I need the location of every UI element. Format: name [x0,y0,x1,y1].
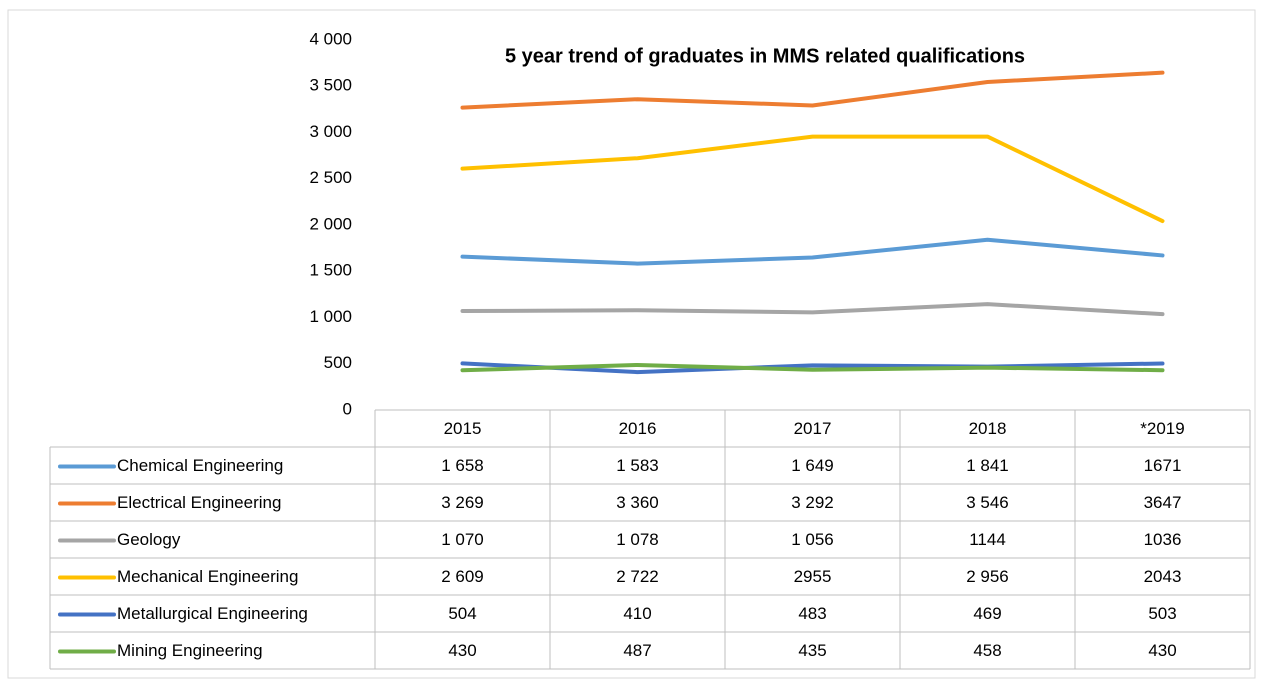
table-value: 2955 [794,567,832,586]
table-value: 410 [623,604,651,623]
legend-label: Geology [117,530,181,549]
y-tick-label: 2 000 [309,214,352,233]
y-tick-label: 3 000 [309,122,352,141]
table-value: 487 [623,641,651,660]
series-line [460,302,1165,317]
table-value: 2 956 [966,567,1009,586]
table-value: 1 583 [616,456,659,475]
chart-border [7,9,1256,679]
table-value: 1 070 [441,530,484,549]
series-line [460,70,1165,110]
x-tick-label: 2016 [619,419,657,438]
x-tick-label: 2018 [969,419,1007,438]
x-tick-label: 2017 [794,419,832,438]
series-line [460,134,1165,224]
series-line [460,362,1165,373]
table-value: 3647 [1144,493,1182,512]
table-value: 1 056 [791,530,834,549]
legend-label: Chemical Engineering [117,456,283,475]
table-value: 3 292 [791,493,834,512]
y-tick-label: 0 [343,399,352,418]
legend-label: Electrical Engineering [117,493,281,512]
chart-title: 5 year trend of graduates in MMS related… [505,45,1025,67]
table-value: 1036 [1144,530,1182,549]
legend-label: Metallurgical Engineering [117,604,308,623]
table-value: 1 078 [616,530,659,549]
table-value: 458 [973,641,1001,660]
y-tick-label: 3 500 [309,76,352,95]
table-value: 1 841 [966,456,1009,475]
table-value: 435 [798,641,826,660]
table-value: 3 546 [966,493,1009,512]
y-tick-label: 1 500 [309,261,352,280]
table-value: 430 [448,641,476,660]
legend-label: Mining Engineering [117,641,263,660]
table-value: 1 658 [441,456,484,475]
table-value: 430 [1148,641,1176,660]
table-value: 1671 [1144,456,1182,475]
table-value: 503 [1148,604,1176,623]
table-value: 469 [973,604,1001,623]
table-value: 2 609 [441,567,484,586]
x-tick-label: 2015 [444,419,482,438]
series-line [460,361,1165,375]
table-value: 2 722 [616,567,659,586]
legend-label: Mechanical Engineering [117,567,298,586]
table-value: 3 360 [616,493,659,512]
series-line [460,237,1165,266]
y-tick-label: 2 500 [309,168,352,187]
table-value: 2043 [1144,567,1182,586]
table-value: 1144 [969,530,1006,549]
y-tick-label: 4 000 [309,29,352,48]
y-tick-label: 500 [324,353,352,372]
x-tick-label: *2019 [1140,419,1184,438]
table-value: 504 [448,604,476,623]
y-tick-label: 1 000 [309,307,352,326]
table-value: 483 [798,604,826,623]
table-value: 1 649 [791,456,834,475]
table-value: 3 269 [441,493,484,512]
